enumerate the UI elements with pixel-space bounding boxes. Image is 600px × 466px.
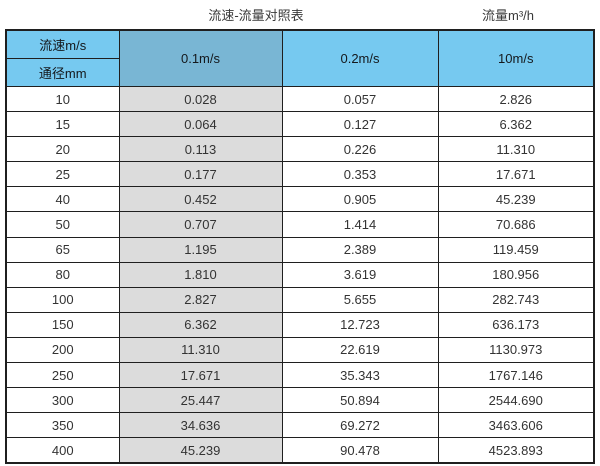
- value-cell-0.2ms: 50.894: [281, 387, 439, 414]
- table-row: 80 1.810 3.619 180.956: [5, 261, 595, 288]
- value-cell-0.2ms: 0.127: [281, 111, 439, 138]
- diameter-cell: 15: [5, 111, 120, 138]
- table-body: 10 0.028 0.057 2.826 15 0.064 0.127 6.362 20 0.11…: [5, 85, 595, 464]
- table-row: 300 25.447 50.894 2544.690: [5, 387, 595, 414]
- value-cell-0.2ms: 69.272: [281, 412, 439, 439]
- value-cell-10ms: 636.173: [437, 311, 595, 338]
- diameter-cell: 250: [5, 362, 120, 389]
- table-row: 50 0.707 1.414 70.686: [5, 211, 595, 238]
- diameter-cell: 80: [5, 261, 120, 288]
- diameter-cell: 200: [5, 336, 120, 364]
- diameter-cell: 100: [5, 286, 120, 313]
- diameter-cell: 150: [5, 311, 120, 338]
- value-cell-0.2ms: 1.414: [281, 211, 439, 238]
- value-cell-10ms: 1130.973: [437, 336, 595, 364]
- diameter-cell: 400: [5, 437, 120, 464]
- table-row: 25 0.177 0.353 17.671: [5, 161, 595, 188]
- value-cell-0.1ms: 11.310: [118, 336, 283, 364]
- value-cell-0.2ms: 2.389: [281, 236, 439, 263]
- value-cell-0.1ms: 0.113: [118, 136, 283, 163]
- table-row: 65 1.195 2.389 119.459: [5, 236, 595, 263]
- page-title: 流速-流量对照表: [208, 8, 304, 23]
- value-cell-0.1ms: 0.177: [118, 161, 283, 188]
- diameter-cell: 50: [5, 211, 120, 238]
- flow-unit-label: 流量m³/h: [482, 8, 535, 23]
- value-cell-10ms: 180.956: [437, 261, 595, 288]
- diameter-cell: 350: [5, 412, 120, 439]
- column-header-0.1ms: 0.1m/s: [118, 29, 283, 87]
- value-cell-0.1ms: 0.707: [118, 211, 283, 238]
- column-header-10ms: 10m/s: [437, 29, 595, 87]
- table-row: 15 0.064 0.127 6.362: [5, 111, 595, 138]
- value-cell-0.2ms: 0.226: [281, 136, 439, 163]
- header-velocity-label: 流速m/s: [5, 29, 120, 59]
- value-cell-0.1ms: 0.064: [118, 111, 283, 138]
- value-cell-10ms: 119.459: [437, 236, 595, 263]
- diameter-cell: 300: [5, 387, 120, 414]
- table-row: 150 6.362 12.723 636.173: [5, 311, 595, 338]
- diameter-cell: 40: [5, 186, 120, 213]
- table-row: 20 0.113 0.226 11.310: [5, 136, 595, 163]
- value-cell-10ms: 70.686: [437, 211, 595, 238]
- value-cell-0.1ms: 0.028: [118, 85, 283, 113]
- value-cell-0.2ms: 0.353: [281, 161, 439, 188]
- value-cell-0.2ms: 12.723: [281, 311, 439, 338]
- header-row-bottom: 通径mm: [5, 58, 594, 87]
- value-cell-0.2ms: 22.619: [281, 336, 439, 364]
- value-cell-10ms: 4523.893: [437, 437, 595, 464]
- table-header: 流速m/s 0.1m/s 0.2m/s 10m/s 通径mm: [5, 29, 595, 87]
- value-cell-10ms: 45.239: [437, 186, 595, 213]
- value-cell-0.2ms: 90.478: [281, 437, 439, 464]
- value-cell-0.1ms: 2.827: [118, 286, 283, 313]
- column-header-0.2ms: 0.2m/s: [281, 29, 439, 87]
- value-cell-10ms: 1767.146: [437, 362, 595, 389]
- table-row: 250 17.671 35.343 1767.146: [5, 362, 595, 389]
- value-cell-10ms: 11.310: [437, 136, 595, 163]
- value-cell-0.1ms: 34.636: [118, 412, 283, 439]
- table-row: 10 0.028 0.057 2.826: [5, 85, 595, 113]
- value-cell-10ms: 2544.690: [437, 387, 595, 414]
- value-cell-0.1ms: 6.362: [118, 311, 283, 338]
- value-cell-0.1ms: 45.239: [118, 437, 283, 464]
- diameter-cell: 25: [5, 161, 120, 188]
- value-cell-0.2ms: 35.343: [281, 362, 439, 389]
- value-cell-10ms: 3463.606: [437, 412, 595, 439]
- value-cell-0.1ms: 1.195: [118, 236, 283, 263]
- table-row: 350 34.636 69.272 3463.606: [5, 412, 595, 439]
- value-cell-0.2ms: 3.619: [281, 261, 439, 288]
- value-cell-0.2ms: 0.057: [281, 85, 439, 113]
- value-cell-10ms: 282.743: [437, 286, 595, 313]
- value-cell-0.2ms: 5.655: [281, 286, 439, 313]
- value-cell-10ms: 6.362: [437, 111, 595, 138]
- diameter-cell: 20: [5, 136, 120, 163]
- title-bar: 流速-流量对照表 流量m³/h: [0, 0, 600, 29]
- diameter-cell: 10: [5, 85, 120, 113]
- value-cell-10ms: 2.826: [437, 85, 595, 113]
- value-cell-0.1ms: 17.671: [118, 362, 283, 389]
- diameter-cell: 65: [5, 236, 120, 263]
- value-cell-0.2ms: 0.905: [281, 186, 439, 213]
- header-row-top: 流速m/s 0.1m/s 0.2m/s 10m/s: [5, 29, 595, 87]
- table-row: 100 2.827 5.655 282.743: [5, 286, 595, 313]
- header-diameter-label: 通径mm: [5, 58, 120, 87]
- value-cell-0.1ms: 1.810: [118, 261, 283, 288]
- table-row: 40 0.452 0.905 45.239: [5, 186, 595, 213]
- value-cell-0.1ms: 0.452: [118, 186, 283, 213]
- table-row: 400 45.239 90.478 4523.893: [5, 437, 595, 464]
- value-cell-10ms: 17.671: [437, 161, 595, 188]
- table-row: 200 11.310 22.619 1130.973: [5, 336, 595, 364]
- value-cell-0.1ms: 25.447: [118, 387, 283, 414]
- flow-rate-table: 流速m/s 0.1m/s 0.2m/s 10m/s 通径mm 10 0.028 0.…: [5, 29, 595, 465]
